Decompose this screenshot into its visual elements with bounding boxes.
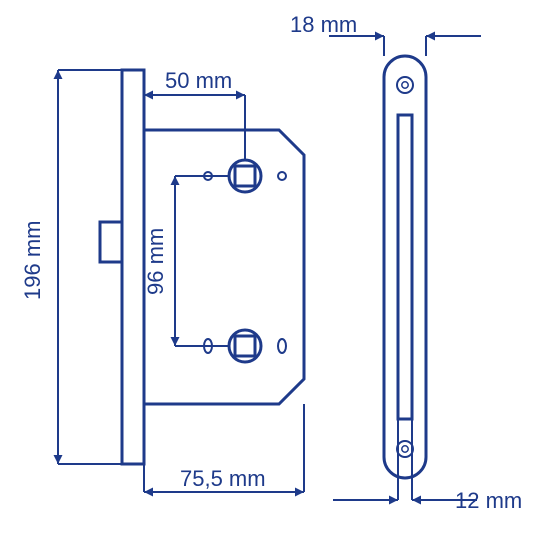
front-faceplate [122, 70, 144, 464]
front-latch-bolt [100, 222, 122, 262]
front-hole-1 [278, 172, 286, 180]
dim-label-depth_75_5: 75,5 mm [180, 466, 266, 491]
dim-label-plate_18: 18 mm [290, 12, 357, 37]
side-screw-inner-0 [402, 82, 408, 88]
dim-label-backset_50: 50 mm [165, 68, 232, 93]
side-bolt-rail [398, 115, 412, 419]
lock-diagram: 196 mm 50 mm 96 mm 75,5 mm 18 mm 12 mm [0, 0, 551, 551]
dim-label-bolt_12: 12 mm [455, 488, 522, 513]
front-keyhole-square [235, 336, 255, 356]
side-screw-0 [397, 77, 413, 93]
front-lock-body [144, 130, 304, 404]
dim-label-centers_96: 96 mm [143, 228, 168, 295]
front-spindle-square [235, 166, 255, 186]
dim-label-height_196: 196 mm [20, 221, 45, 300]
front-slot-1 [278, 339, 286, 353]
side-screw-inner-1 [402, 446, 408, 452]
side-screw-1 [397, 441, 413, 457]
side-plate [384, 56, 426, 478]
